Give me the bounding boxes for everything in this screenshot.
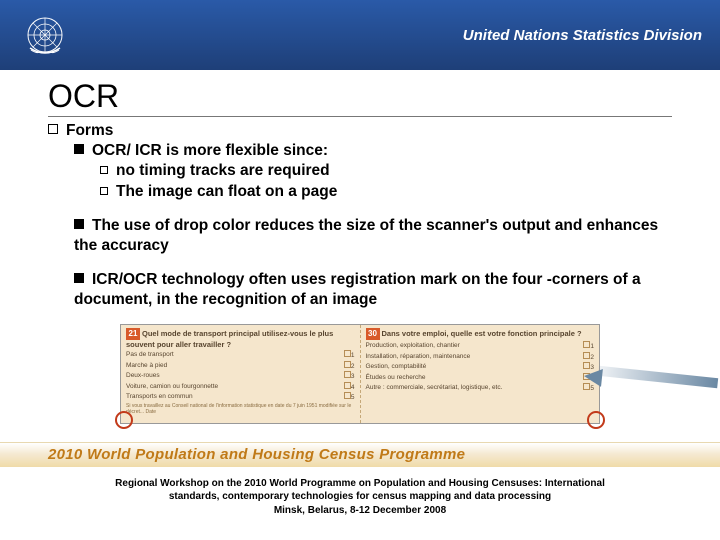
form-box: 21Quel mode de transport principal utili… [120,324,600,424]
slide-title: OCR [48,78,672,115]
un-logo [18,8,72,62]
q30-opt: Production, exploitation, chantier [366,342,460,349]
footer: Regional Workshop on the 2010 World Prog… [0,467,720,518]
form-col-2: 30Dans votre emploi, quelle est votre fo… [360,325,600,423]
bullet-l1-text: Forms [66,122,113,139]
q30-opt: Autre : commerciale, secrétariat, logist… [366,384,503,391]
census-banner-text: 2010 World Population and Housing Census… [48,446,465,463]
q21-num: 21 [126,328,140,340]
q30-text: Dans votre emploi, quelle est votre fonc… [382,329,582,338]
registration-mark-circle [587,411,605,429]
bullet-l3a: no timing tracks are required [100,161,672,181]
checkbox-icon [344,350,351,357]
q21-opt: Marche à pied [126,362,167,369]
filled-square-icon [74,219,84,229]
header-org-text: United Nations Statistics Division [463,27,702,44]
bullet-l2c-text: ICR/OCR technology often uses registrati… [74,271,641,308]
un-emblem-icon [18,8,72,62]
bullet-l2b: The use of drop color reduces the size o… [74,216,672,256]
hollow-square-icon [100,166,108,174]
arrow-head-icon [583,367,603,387]
q30-opt: Gestion, comptabilité [366,363,427,370]
footer-line2: standards, contemporary technologies for… [50,490,670,504]
bullet-l3b: The image can float on a page [100,182,672,202]
checkbox-icon [344,392,351,399]
bullet-l1: Forms OCR/ ICR is more flexible since: n… [48,121,672,310]
hollow-square-icon [48,124,58,134]
q30-opt: Études ou recherche [366,374,426,381]
slide-content: OCR Forms OCR/ ICR is more flexible sinc… [0,70,720,424]
registration-mark-circle [115,411,133,429]
q21-text: Quel mode de transport principal utilise… [126,329,333,349]
bullet-l2b-text: The use of drop color reduces the size o… [74,217,658,254]
q30-opt: Installation, réparation, maintenance [366,353,471,360]
q21-opt: Transports en commun [126,393,193,400]
q21-opt: Voiture, camion ou fourgonnette [126,383,218,390]
footer-line1: Regional Workshop on the 2010 World Prog… [50,477,670,491]
bullet-l2c: ICR/OCR technology often uses registrati… [74,270,672,310]
q30-num: 30 [366,328,380,340]
title-underline [48,116,672,117]
form-col-1: 21Quel mode de transport principal utili… [121,325,360,423]
hollow-square-icon [100,187,108,195]
checkbox-icon [344,382,351,389]
checkbox-icon [344,361,351,368]
header-bar: United Nations Statistics Division [0,0,720,70]
form-sample-figure: 21Quel mode de transport principal utili… [120,324,600,424]
filled-square-icon [74,144,84,154]
bullet-l3b-text: The image can float on a page [116,183,337,200]
checkbox-icon [344,371,351,378]
q21-opt: Pas de transport [126,351,174,358]
q21-opt: Deux-roues [126,372,160,379]
footer-line3: Minsk, Belarus, 8-12 December 2008 [50,504,670,518]
bullet-l2a-text: OCR/ ICR is more flexible since: [92,142,328,159]
census-banner: 2010 World Population and Housing Census… [0,442,720,467]
filled-square-icon [74,273,84,283]
arrow-body-icon [598,365,718,387]
form-footnote: Si vous travaillez au Conseil national d… [126,404,355,415]
bullet-list: Forms OCR/ ICR is more flexible since: n… [48,121,672,310]
callout-arrow [590,354,720,394]
bullet-l3a-text: no timing tracks are required [116,162,330,179]
bullet-l2a: OCR/ ICR is more flexible since: no timi… [74,141,672,202]
